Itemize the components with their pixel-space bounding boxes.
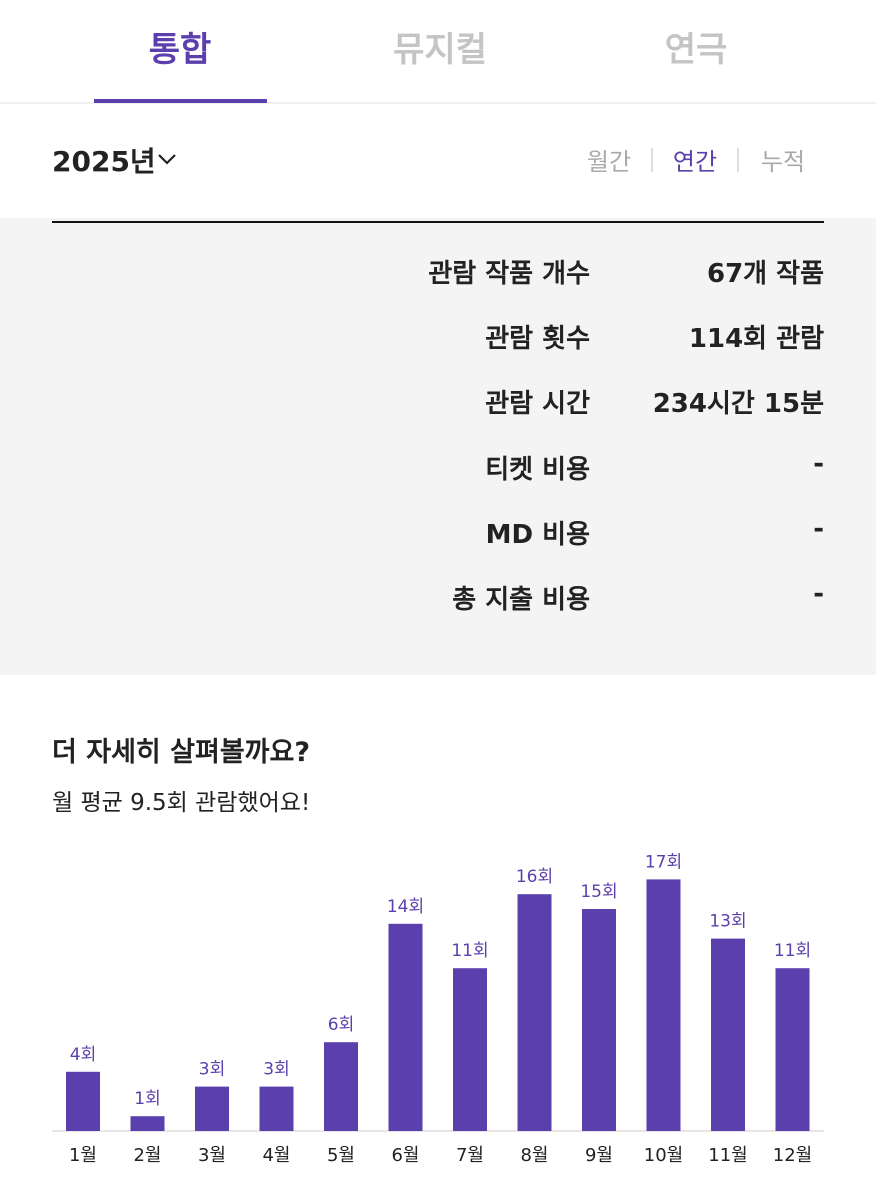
value-label: 15회 xyxy=(580,882,617,902)
stat-value: 67개 작품 xyxy=(707,259,824,289)
separator xyxy=(737,148,739,172)
section-title: 더 자세히 살펴볼까요? xyxy=(52,737,311,768)
stats-rule xyxy=(52,221,824,223)
bar xyxy=(711,938,745,1131)
value-label: 3회 xyxy=(199,1060,225,1080)
bar xyxy=(259,1086,294,1131)
bar xyxy=(66,1071,100,1131)
tab[interactable]: 연극 xyxy=(664,30,728,70)
bar xyxy=(195,1086,229,1131)
x-tick-label: 8월 xyxy=(520,1145,548,1166)
stat-value: - xyxy=(813,448,824,479)
stat-value: 114회 관람 xyxy=(688,324,824,355)
tab-divider xyxy=(0,102,876,104)
value-label: 13회 xyxy=(709,912,746,932)
x-tick-label: 6월 xyxy=(391,1145,419,1166)
stat-label: 총 지출 비용 xyxy=(452,585,590,615)
x-tick-label: 3월 xyxy=(198,1145,226,1166)
bar xyxy=(582,909,616,1131)
value-label: 3회 xyxy=(263,1060,289,1080)
bar xyxy=(453,968,487,1131)
tab[interactable]: 통합 xyxy=(148,30,212,70)
value-label: 11회 xyxy=(451,941,488,961)
section-subtitle: 월 평균 9.5회 관람했어요! xyxy=(52,790,311,816)
monthly-chart: 4회 1월 1회 2월 3회 3월 3회 4월 6회 5월 14회 6월 11회 7월 16회 8월 15회 9월… xyxy=(52,852,824,1166)
x-tick-label: 11월 xyxy=(708,1145,747,1166)
bar xyxy=(775,968,810,1131)
period-option[interactable]: 누적 xyxy=(760,148,806,176)
dropdown-chevron[interactable] xyxy=(156,150,180,170)
tab-indicator xyxy=(94,99,267,103)
value-label: 14회 xyxy=(387,897,424,917)
value-label: 16회 xyxy=(516,867,553,887)
stats-panel xyxy=(0,218,876,675)
year-selector[interactable]: 2025년 xyxy=(52,145,156,178)
stat-label: MD 비용 xyxy=(485,519,590,550)
stat-value: - xyxy=(813,579,824,609)
stat-label: 관람 작품 개수 xyxy=(428,259,590,289)
period-option[interactable]: 월간 xyxy=(586,148,632,176)
value-label: 11회 xyxy=(774,941,811,961)
value-label: 17회 xyxy=(645,852,682,872)
value-label: 4회 xyxy=(70,1045,96,1065)
value-label: 6회 xyxy=(328,1015,354,1035)
stat-label: 관람 시간 xyxy=(485,389,590,420)
stat-value: 234시간 15분 xyxy=(652,389,824,420)
period-option[interactable]: 연간 xyxy=(672,148,718,176)
x-tick-label: 10월 xyxy=(644,1145,683,1166)
x-tick-label: 7월 xyxy=(456,1145,484,1166)
value-label: 1회 xyxy=(134,1089,160,1109)
bar xyxy=(646,879,681,1131)
x-tick-label: 1월 xyxy=(69,1145,97,1166)
stat-label: 관람 횟수 xyxy=(485,324,590,355)
bar xyxy=(517,894,552,1131)
x-tick-label: 2월 xyxy=(133,1145,161,1166)
stat-label: 티켓 비용 xyxy=(485,454,590,485)
tab[interactable]: 뮤지컬 xyxy=(393,30,487,70)
x-tick-label: 5월 xyxy=(327,1145,355,1166)
x-tick-label: 9월 xyxy=(585,1145,613,1166)
bar xyxy=(324,1042,358,1131)
bar xyxy=(388,923,423,1131)
stat-value: - xyxy=(813,513,824,544)
separator xyxy=(651,148,653,172)
bar xyxy=(130,1116,165,1131)
x-tick-label: 4월 xyxy=(262,1145,290,1166)
x-tick-label: 12월 xyxy=(773,1145,812,1166)
